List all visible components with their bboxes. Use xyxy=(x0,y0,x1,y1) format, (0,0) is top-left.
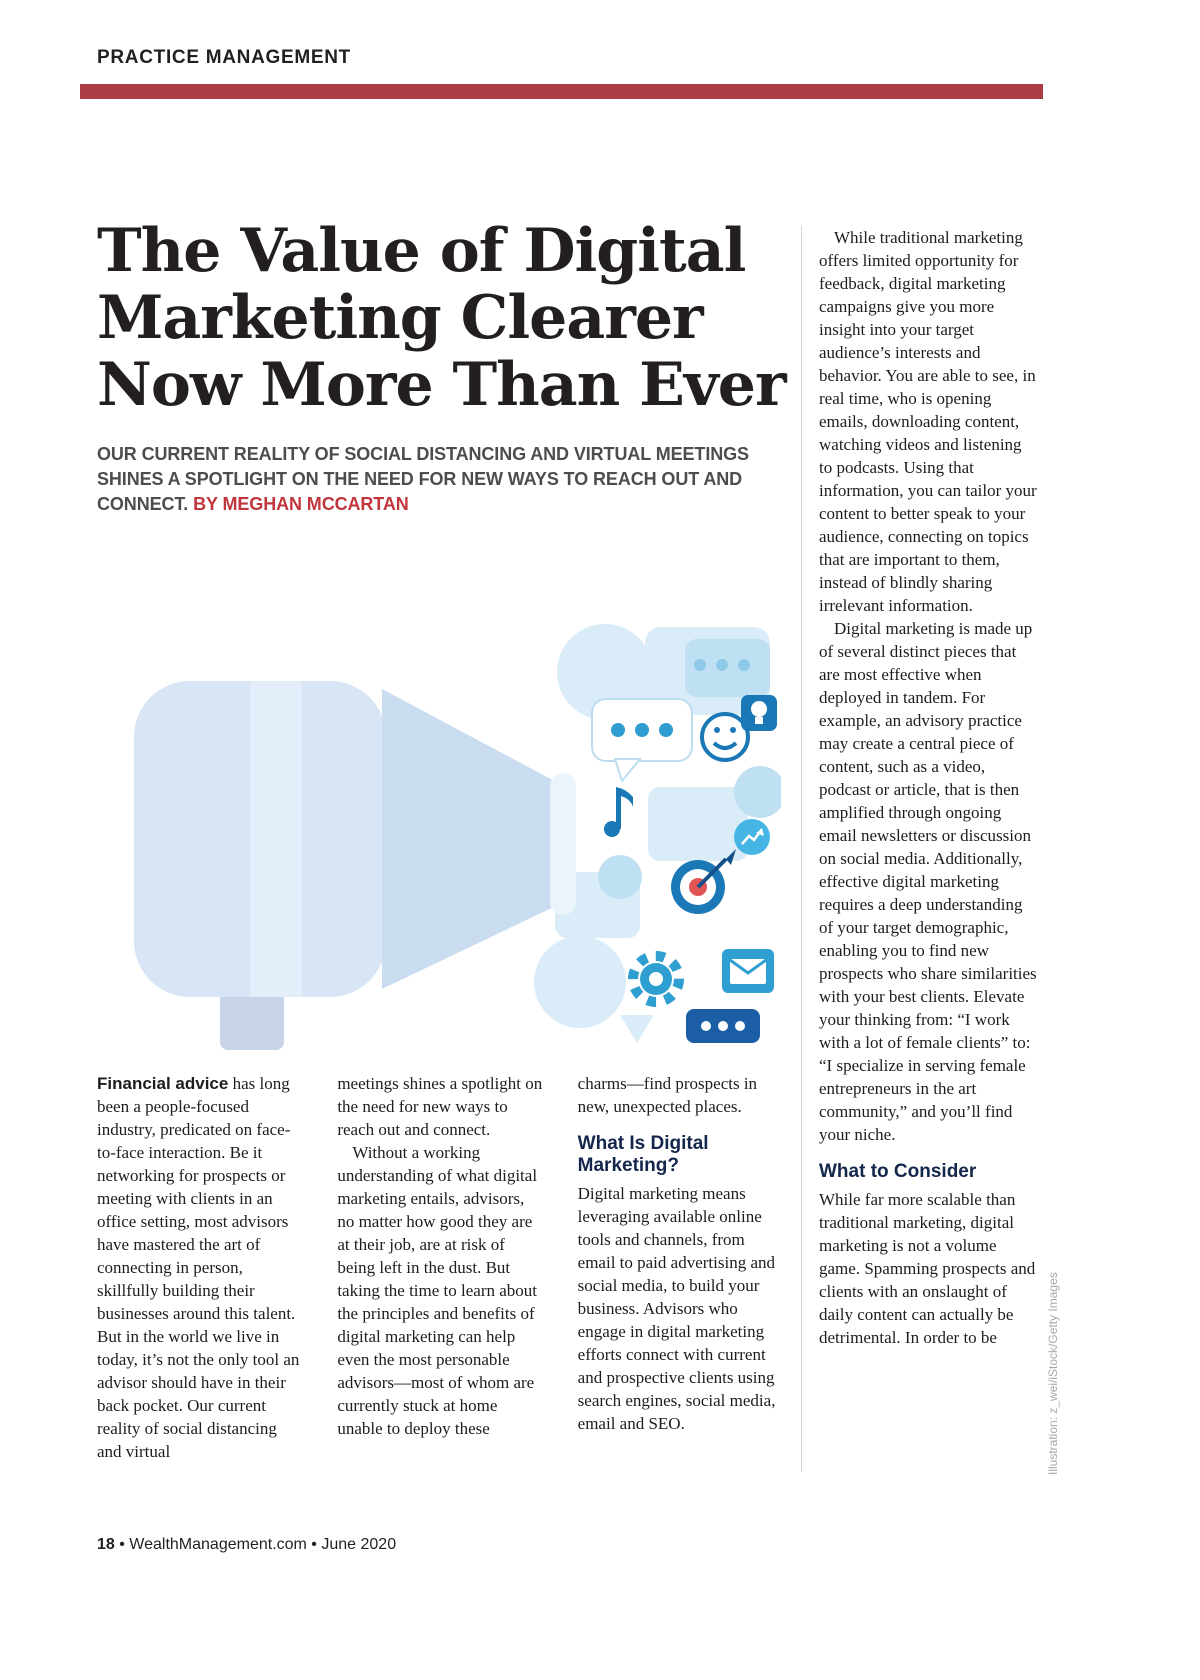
byline: BY MEGHAN MCCARTAN xyxy=(193,494,409,514)
body-columns: Financial advice has long been a people-… xyxy=(97,1072,785,1463)
background-bubbles xyxy=(534,624,770,1043)
megaphone-icon xyxy=(134,681,576,1050)
article-deck: OUR CURRENT REALITY OF SOCIAL DISTANCING… xyxy=(97,442,797,517)
dots-pill-icon xyxy=(686,1009,760,1043)
paragraph: Digital marketing is made up of several … xyxy=(819,619,1037,1144)
speech-bubble-dots-icon xyxy=(591,698,693,784)
background-bubbles-mid xyxy=(598,639,781,899)
paragraph: charms—find prospects in new, unexpected… xyxy=(577,1074,758,1116)
body-column-2: meetings shines a spotlight on the need … xyxy=(337,1072,544,1463)
lightbulb-icon xyxy=(741,695,777,731)
subheading-what-is-digital-marketing: What Is Digital Marketing? xyxy=(577,1133,709,1176)
paragraph: Financial advice has long been a people-… xyxy=(97,1072,304,1463)
lead-in-text: Financial advice xyxy=(97,1074,229,1093)
footer-text: • WealthManagement.com • June 2020 xyxy=(114,1536,397,1553)
smiley-icon xyxy=(700,712,750,762)
page-number: 18 xyxy=(97,1536,115,1553)
envelope-icon xyxy=(722,949,774,993)
right-text-column: While traditional marketing offers limit… xyxy=(801,226,1039,1472)
music-note-icon xyxy=(604,787,633,837)
paragraph: meetings shines a spotlight on the need … xyxy=(337,1074,543,1139)
deck-text: OUR CURRENT REALITY OF SOCIAL DISTANCING… xyxy=(97,444,749,514)
paragraph: Without a working understanding of what … xyxy=(337,1143,538,1438)
article-illustration xyxy=(134,624,781,1050)
section-label: PRACTICE MANAGEMENT xyxy=(97,47,351,68)
paragraph: While far more scalable than traditional… xyxy=(819,1190,1036,1347)
growth-chart-icon xyxy=(734,819,770,855)
illustration-credit: Illustration: z_wei/iStock/Getty Images xyxy=(1046,1272,1060,1475)
subheading-what-to-consider: What to Consider xyxy=(819,1161,977,1182)
title-line-1: The Value of Digital xyxy=(97,216,746,286)
article-title: The Value of Digital Marketing Clearer N… xyxy=(97,218,817,419)
paragraph: Digital marketing means leveraging avail… xyxy=(577,1184,776,1433)
body-column-1: Financial advice has long been a people-… xyxy=(97,1072,304,1463)
page-footer: 18 • WealthManagement.com • June 2020 xyxy=(97,1536,396,1554)
paragraph: While traditional marketing offers limit… xyxy=(819,228,1037,615)
gear-icon xyxy=(628,951,684,1007)
body-column-3: charms—find prospects in new, unexpected… xyxy=(578,1072,785,1463)
title-line-3: Now More Than Ever xyxy=(97,350,787,420)
section-divider-bar xyxy=(80,84,1043,99)
paragraph-text: has long been a people-focused industry,… xyxy=(97,1074,300,1461)
title-line-2: Marketing Clearer xyxy=(97,283,704,353)
target-icon xyxy=(671,849,736,914)
